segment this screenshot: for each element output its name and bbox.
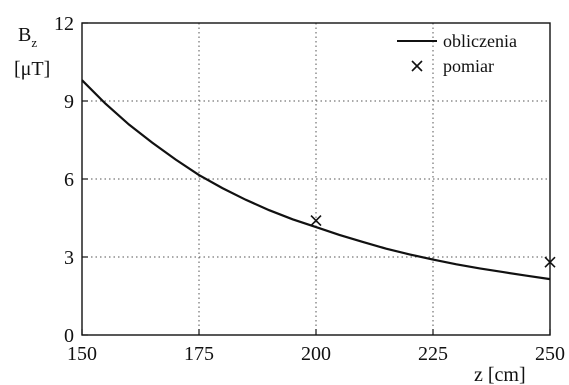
y-tick-label: 6	[64, 169, 74, 191]
x-tick-label: 250	[535, 343, 565, 365]
legend-label-pomiar: pomiar	[443, 56, 494, 76]
data-point-pomiar	[544, 256, 556, 268]
legend-label-obliczenia: obliczenia	[443, 31, 517, 51]
series-layer	[81, 79, 556, 281]
y-tick-label: 0	[64, 325, 74, 347]
x-tick-label: 200	[301, 343, 331, 365]
axis-ticks: 150 175 200 225 250 0 3 6 9 12	[54, 13, 565, 365]
x-tick-label: 150	[67, 343, 97, 365]
y-tick-label: 12	[54, 13, 74, 35]
series-line-obliczenia	[81, 79, 551, 281]
legend-marker-swatch	[411, 60, 423, 72]
grid	[82, 23, 550, 335]
x-tick-label: 175	[184, 343, 214, 365]
y-tick-label: 9	[64, 91, 74, 113]
y-axis-label: Bz	[18, 24, 37, 50]
x-tick-label: 225	[418, 343, 448, 365]
data-point-pomiar	[310, 215, 322, 227]
y-axis-unit: [μT]	[14, 58, 50, 80]
x-axis-label: z [cm]	[474, 364, 526, 385]
y-tick-label: 3	[64, 247, 74, 269]
legend: obliczenia pomiar	[397, 31, 517, 76]
